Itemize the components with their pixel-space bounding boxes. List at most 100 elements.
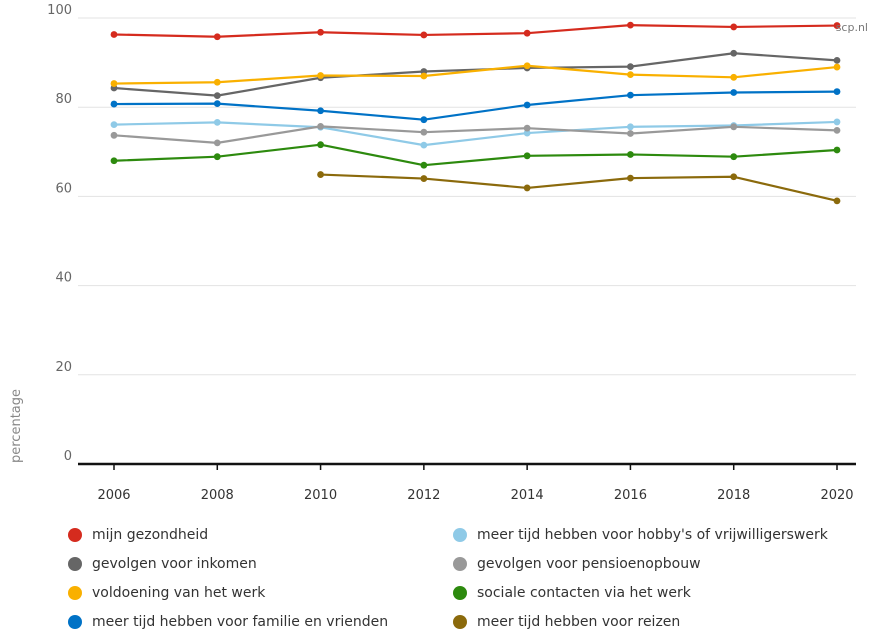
data-point bbox=[420, 72, 428, 80]
source-label[interactable]: scp.nl bbox=[836, 21, 868, 34]
legend-item[interactable]: meer tijd hebben voor familie en vriende… bbox=[68, 609, 453, 634]
series-1 bbox=[110, 49, 841, 100]
data-point bbox=[317, 171, 324, 178]
legend-item[interactable]: gevolgen voor inkomen bbox=[68, 551, 453, 576]
legend-item[interactable]: voldoening van het werk bbox=[68, 580, 453, 605]
data-point bbox=[523, 129, 531, 137]
data-point bbox=[317, 141, 324, 149]
legend-label: voldoening van het werk bbox=[92, 584, 266, 601]
data-point bbox=[317, 72, 324, 79]
data-point bbox=[213, 33, 221, 41]
data-point bbox=[110, 31, 118, 38]
legend: mijn gezondheid meer tijd hebben voor hob… bbox=[68, 522, 858, 634]
y-tick-label: 0 bbox=[64, 449, 72, 464]
x-tick-label: 2014 bbox=[511, 488, 544, 503]
series-line bbox=[320, 173, 838, 202]
series-0 bbox=[110, 21, 841, 41]
data-point bbox=[833, 126, 841, 134]
series-line bbox=[113, 125, 838, 144]
legend-item[interactable]: meer tijd hebben voor reizen bbox=[453, 609, 838, 634]
data-point bbox=[213, 92, 221, 100]
data-point bbox=[730, 49, 738, 57]
legend-swatch bbox=[68, 614, 82, 629]
legend-swatch bbox=[68, 527, 82, 542]
series-line bbox=[113, 120, 838, 147]
data-point bbox=[833, 56, 841, 64]
legend-item[interactable]: mijn gezondheid bbox=[68, 522, 453, 547]
data-point bbox=[627, 174, 634, 182]
data-point bbox=[627, 151, 634, 158]
legend-swatch bbox=[453, 556, 467, 571]
data-point bbox=[730, 89, 738, 96]
legend-label: meer tijd hebben voor familie en vriende… bbox=[92, 613, 389, 630]
data-point bbox=[213, 78, 221, 86]
legend-item[interactable]: gevolgen voor pensioenopbouw bbox=[453, 551, 838, 576]
y-tick-label: 60 bbox=[55, 181, 72, 196]
series-3 bbox=[110, 88, 841, 124]
legend-label: meer tijd hebben voor reizen bbox=[477, 613, 681, 630]
series-2 bbox=[110, 62, 841, 87]
x-tick-label: 2020 bbox=[820, 488, 853, 503]
data-point bbox=[420, 128, 428, 136]
data-point bbox=[523, 101, 531, 109]
data-point bbox=[627, 21, 634, 29]
data-point bbox=[627, 123, 634, 131]
legend-item[interactable]: sociale contacten via het werk bbox=[453, 580, 838, 605]
data-point bbox=[833, 63, 841, 71]
series-line bbox=[113, 143, 838, 167]
x-tick-label: 2006 bbox=[97, 488, 130, 503]
data-point bbox=[523, 184, 531, 192]
data-point bbox=[110, 80, 118, 87]
series-7 bbox=[317, 171, 841, 205]
y-axis-ticks: 0 20 40 60 80 100 bbox=[47, 3, 72, 464]
data-point bbox=[523, 29, 531, 37]
legend-swatch bbox=[453, 585, 467, 600]
legend-label: meer tijd hebben voor hobby's of vrijwil… bbox=[477, 526, 828, 543]
data-point bbox=[420, 116, 428, 124]
data-point bbox=[317, 122, 324, 130]
x-tick-label: 2010 bbox=[304, 488, 337, 503]
data-point bbox=[523, 62, 531, 70]
x-tick-label: 2016 bbox=[614, 488, 647, 503]
legend-swatch bbox=[453, 527, 467, 542]
data-point bbox=[730, 173, 738, 181]
data-point bbox=[317, 107, 324, 115]
series-line bbox=[113, 90, 838, 121]
data-point bbox=[833, 146, 841, 154]
data-point bbox=[627, 71, 634, 79]
series-line bbox=[113, 64, 838, 85]
data-point bbox=[420, 31, 428, 39]
data-point bbox=[730, 153, 738, 161]
legend-swatch bbox=[453, 614, 467, 629]
x-tick-label: 2008 bbox=[201, 488, 234, 503]
data-point bbox=[317, 28, 324, 36]
data-point bbox=[627, 63, 634, 71]
series-6 bbox=[110, 141, 841, 169]
data-point bbox=[213, 153, 221, 161]
data-point bbox=[833, 118, 841, 126]
x-tick-label: 2018 bbox=[717, 488, 750, 503]
legend-swatch bbox=[68, 556, 82, 571]
data-point bbox=[627, 91, 634, 99]
data-point bbox=[213, 139, 221, 147]
y-tick-label: 100 bbox=[47, 3, 72, 18]
data-point bbox=[730, 123, 738, 131]
series-lines bbox=[110, 21, 841, 205]
data-point bbox=[110, 157, 118, 165]
legend-swatch bbox=[68, 585, 82, 600]
data-point bbox=[420, 141, 428, 149]
data-point bbox=[833, 88, 841, 95]
series-line bbox=[113, 52, 838, 97]
data-point bbox=[833, 197, 841, 205]
series-5 bbox=[110, 122, 841, 147]
legend-item[interactable]: meer tijd hebben voor hobby's of vrijwil… bbox=[453, 522, 838, 547]
legend-label: sociale contacten via het werk bbox=[477, 584, 691, 601]
y-tick-label: 40 bbox=[55, 271, 72, 286]
data-point bbox=[110, 121, 118, 128]
data-point bbox=[523, 124, 531, 132]
legend-label: gevolgen voor inkomen bbox=[92, 555, 257, 572]
y-tick-label: 80 bbox=[55, 92, 72, 107]
data-point bbox=[420, 175, 428, 182]
series-line bbox=[113, 24, 838, 38]
